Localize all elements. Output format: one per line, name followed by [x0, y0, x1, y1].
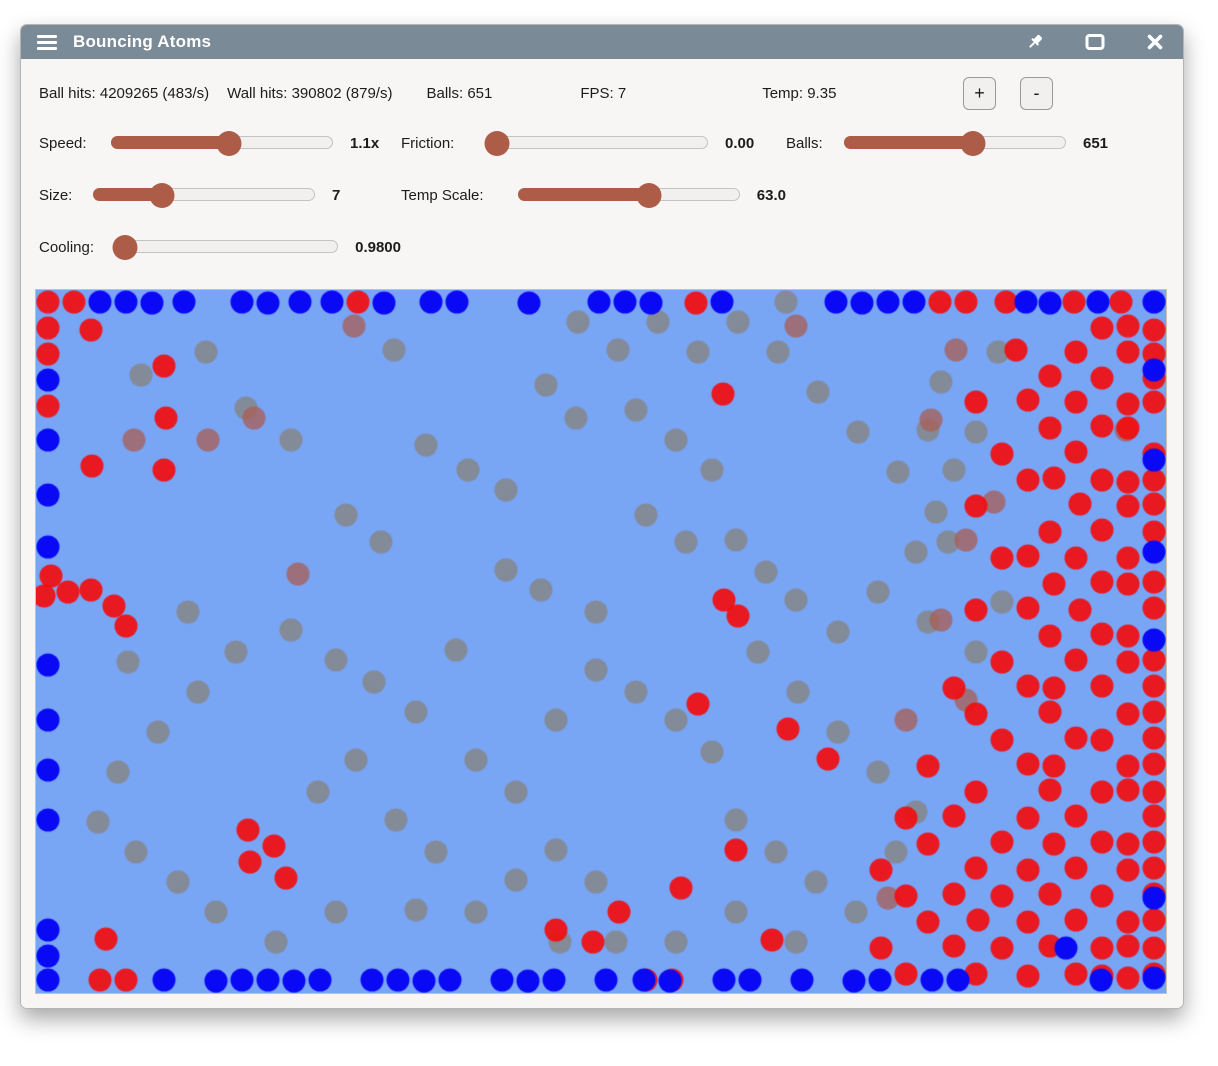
speed-slider[interactable] [111, 131, 333, 156]
maximize-icon[interactable] [1083, 30, 1107, 54]
simulation-canvas[interactable] [35, 289, 1167, 994]
stat-wall-hits: Wall hits: 390802 (879/s) [227, 84, 393, 102]
balls-label: Balls: [786, 134, 823, 152]
stat-balls: Balls: 651 [426, 84, 493, 102]
temp-scale-value: 63.0 [756, 186, 786, 204]
hamburger-menu-icon[interactable] [37, 34, 57, 50]
speed-value: 1.1x [350, 134, 380, 152]
temp-scale-slider-thumb[interactable] [636, 183, 662, 208]
increase-button[interactable]: + [963, 76, 996, 110]
temp-scale-slider[interactable] [517, 183, 740, 208]
temp-scale-label: Temp Scale: [401, 186, 484, 204]
size-slider-thumb[interactable] [149, 183, 175, 208]
stat-ball-hits: Ball hits: 4209265 (483/s) [39, 84, 210, 102]
balls-slider-group: Balls: 651 [786, 131, 1165, 156]
simulation-area [21, 287, 1183, 1008]
size-slider-group: Size: 7 [39, 183, 401, 208]
speed-slider-thumb[interactable] [216, 131, 242, 156]
friction-slider[interactable] [484, 131, 708, 156]
window-title: Bouncing Atoms [73, 32, 212, 51]
size-label: Size: [39, 186, 73, 204]
cooling-slider-group: Cooling: 0.9800 [39, 235, 401, 260]
speed-label: Speed: [39, 134, 87, 152]
friction-value: 0.00 [725, 134, 755, 152]
cooling-slider-thumb[interactable] [112, 235, 138, 260]
balls-slider[interactable] [844, 131, 1066, 156]
size-value: 7 [332, 186, 341, 204]
friction-slider-thumb[interactable] [484, 131, 510, 156]
control-panel: Ball hits: 4209265 (483/s) Wall hits: 39… [21, 59, 1183, 287]
balls-slider-thumb[interactable] [960, 131, 986, 156]
title-bar: Bouncing Atoms [21, 25, 1183, 59]
stat-temp: Temp: 9.35 [762, 84, 837, 102]
temp-scale-slider-group: Temp Scale: 63.0 [401, 183, 786, 208]
app-window: Bouncing Atoms Ball hits: [20, 24, 1184, 1009]
stats-row: Ball hits: 4209265 (483/s) Wall hits: 39… [39, 69, 1165, 117]
friction-slider-group: Friction: 0.00 [401, 131, 786, 156]
cooling-label: Cooling: [39, 238, 95, 256]
pin-icon[interactable] [1023, 30, 1047, 54]
speed-slider-group: Speed: 1.1x [39, 131, 401, 156]
size-slider[interactable] [93, 183, 315, 208]
stat-fps: FPS: 7 [580, 84, 627, 102]
slider-grid: Speed: 1.1x Friction: 0.00 Balls: 651 [39, 117, 1165, 273]
balls-value: 651 [1083, 134, 1109, 152]
cooling-value: 0.9800 [355, 238, 401, 256]
close-icon[interactable] [1143, 30, 1167, 54]
friction-label: Friction: [401, 134, 455, 152]
cooling-slider[interactable] [112, 235, 339, 260]
decrease-button[interactable]: - [1020, 76, 1053, 110]
